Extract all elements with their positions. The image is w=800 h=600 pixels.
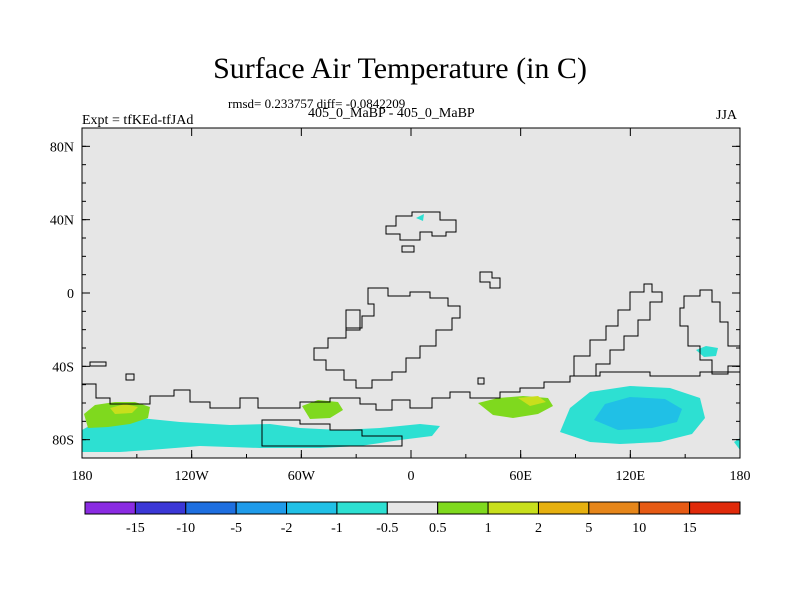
- anomaly-cyan-small-north: [416, 214, 424, 221]
- colorbar-swatch: [588, 501, 640, 515]
- anomaly-cyan-southern-belt: [82, 418, 440, 452]
- lon-tick-label: 60E: [509, 469, 532, 484]
- latitude-axis: 80N 40N 0 40S 80S: [50, 127, 740, 459]
- lon-tick-label: 180: [72, 469, 93, 484]
- season-label: JJA: [716, 108, 738, 123]
- map-title: Surface Air Temperature (in C): [213, 52, 587, 85]
- coastline-southern-block: [261, 419, 403, 447]
- colorbar-label: -10: [176, 521, 195, 536]
- anomaly-yellow-east: [518, 396, 546, 406]
- anomaly-green-central: [302, 400, 343, 419]
- colorbar-swatch: [487, 501, 539, 515]
- coastline-north-island: [385, 211, 457, 241]
- coastline-mid-islet: [477, 377, 485, 385]
- coastline-west-bump: [89, 361, 107, 367]
- colorbar-swatch: [689, 501, 741, 515]
- colorbar-swatch: [386, 501, 439, 515]
- lat-tick-label: 0: [67, 287, 74, 302]
- coastline-small-east-islet: [479, 271, 501, 289]
- colorbar-label: -1: [331, 521, 343, 536]
- coastline-east-continent: [573, 283, 663, 377]
- coastline-central-lake: [345, 309, 361, 331]
- colorbar-swatch: [84, 501, 136, 515]
- colorbar-label: -0.5: [376, 521, 398, 536]
- colorbar-label: -2: [281, 521, 293, 536]
- anomaly-cyan-far-east-sliver: [734, 438, 740, 450]
- colorbar-swatch: [638, 501, 691, 515]
- colorbar-swatch: [134, 501, 187, 515]
- colorbar-label: 0.5: [429, 521, 447, 536]
- colorbar-label: 15: [683, 521, 697, 536]
- anomaly-fields: [82, 214, 740, 452]
- lat-tick-label: 80S: [52, 434, 74, 449]
- colorbar: -15 -10 -5 -2 -1 -0.5 0.5 1 2 5 10 15: [84, 501, 741, 536]
- coastline-far-east-continent: [679, 289, 741, 375]
- colorbar-swatch: [185, 501, 237, 515]
- anomaly-yellow-west: [110, 404, 138, 414]
- lon-tick-label: 180: [730, 469, 751, 484]
- colorbar-label: 10: [632, 521, 646, 536]
- experiment-label: Expt = tfKEd-tfJAd: [82, 113, 194, 128]
- lat-tick-label: 80N: [50, 140, 74, 155]
- colorbar-label: 2: [535, 521, 542, 536]
- colorbar-swatch: [336, 501, 388, 515]
- colorbar-swatch: [537, 501, 590, 515]
- lon-tick-label: 120E: [616, 469, 646, 484]
- coastline-north-islet: [401, 245, 415, 253]
- colorbar-swatch: [235, 501, 288, 515]
- lon-tick-label: 120W: [175, 469, 210, 484]
- lon-tick-label: 0: [408, 469, 415, 484]
- coastline-south-continent: [82, 371, 741, 411]
- anomaly-cyan-small-east: [696, 346, 718, 357]
- anomaly-blue-east-core: [594, 397, 682, 430]
- colorbar-label: 1: [485, 521, 492, 536]
- longitude-axis: 180 120W 60W 0 60E 120E 180: [72, 128, 751, 484]
- case-label: 405_0_MaBP - 405_0_MaBP: [308, 106, 475, 121]
- colorbar-swatch: [286, 501, 338, 515]
- coastline-west-islet: [125, 373, 135, 381]
- colorbar-label: -5: [230, 521, 242, 536]
- coastlines: [82, 211, 741, 447]
- lat-tick-label: 40N: [50, 214, 74, 229]
- lon-tick-label: 60W: [288, 469, 316, 484]
- colorbar-label: 5: [585, 521, 592, 536]
- colorbar-swatch: [437, 501, 489, 515]
- colorbar-label: -15: [126, 521, 145, 536]
- lat-tick-label: 40S: [52, 360, 74, 375]
- coastline-central-continent: [313, 287, 461, 389]
- stats-line: rmsd= 0.233757 diff= -0.0842209: [228, 96, 406, 111]
